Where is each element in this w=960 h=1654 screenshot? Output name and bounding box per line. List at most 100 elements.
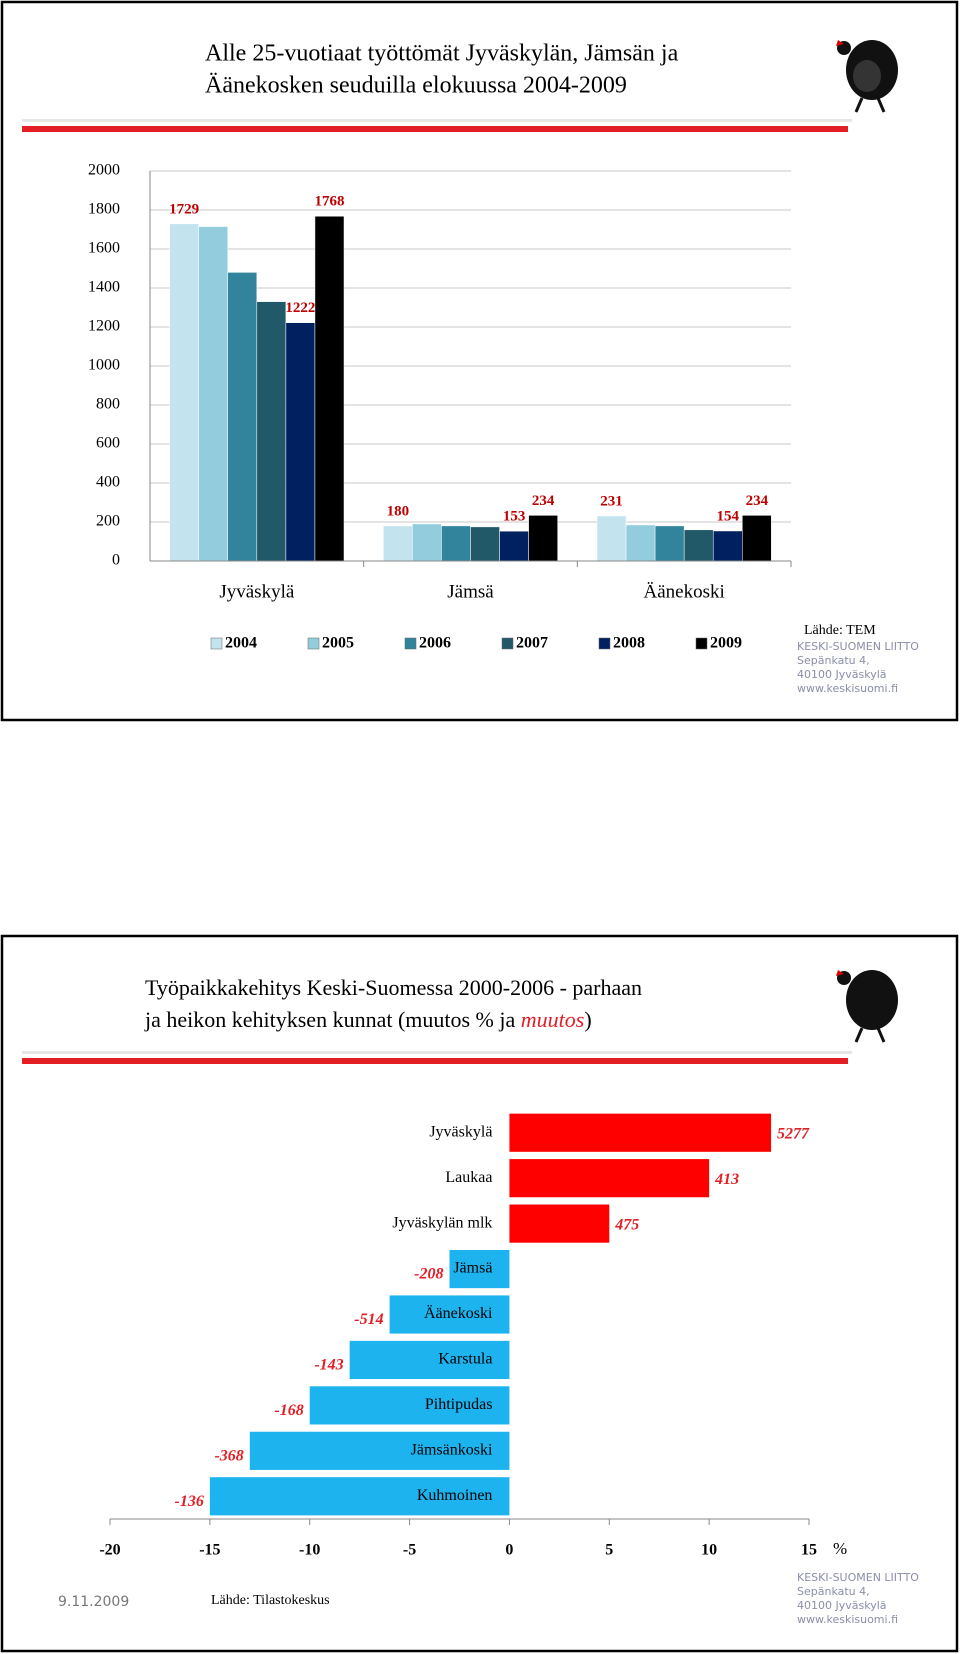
chart-title: Alle 25-vuotiaat työttömät Jyväskylän, J…: [205, 41, 679, 67]
x-tick-label: -15: [199, 1542, 220, 1559]
title-rule: [22, 119, 852, 122]
x-tick-label: Jyväskylä: [219, 581, 295, 602]
x-tick-label: 5: [605, 1542, 613, 1559]
data-label: 234: [746, 493, 769, 509]
address: Sepänkatu 4,: [797, 1585, 870, 1598]
bar: [625, 524, 656, 562]
data-label: 1729: [169, 201, 199, 217]
address: 40100 Jyväskylä: [797, 668, 887, 681]
bar: [470, 526, 500, 562]
x-tick-label: -10: [299, 1542, 320, 1559]
bar: [412, 523, 442, 562]
x-tick-label: 10: [701, 1542, 717, 1559]
bar: [509, 1204, 610, 1243]
data-label: 180: [387, 503, 410, 519]
bar: [169, 223, 199, 562]
x-tick-label: Jämsä: [447, 581, 494, 602]
bar: [528, 515, 558, 562]
category-label: Jämsänkoski: [411, 1442, 493, 1459]
y-tick-label: 2000: [88, 162, 120, 179]
legend-swatch: [307, 637, 320, 650]
x-axis-label: %: [833, 1539, 847, 1558]
chart-title: ja heikon kehityksen kunnat (muutos % ja: [144, 1007, 521, 1032]
y-tick-label: 1400: [88, 279, 120, 296]
bar: [314, 215, 345, 562]
category-label: Jyväskylän mlk: [392, 1214, 492, 1231]
data-label: -368: [214, 1448, 243, 1465]
data-label: -136: [175, 1493, 204, 1510]
address: www.keskisuomi.fi: [797, 682, 898, 695]
logo: [836, 40, 898, 113]
bar: [256, 301, 287, 562]
chart-title: Äänekosken seuduilla elokuussa 2004-2009: [205, 73, 627, 99]
y-tick-label: 800: [96, 396, 120, 413]
slide-frame: [0, 934, 959, 1653]
data-label: 153: [503, 509, 526, 525]
y-tick-label: 200: [96, 513, 120, 530]
address: KESKI-SUOMEN LIITTO: [797, 640, 919, 653]
x-tick-label: -20: [99, 1542, 120, 1559]
title-rule: [22, 1051, 852, 1054]
category-label: Pihtipudas: [425, 1396, 493, 1413]
bar: [249, 1431, 510, 1470]
date: 9.11.2009: [58, 1594, 129, 1610]
category-label: Kuhmoinen: [417, 1487, 493, 1504]
y-tick-label: 400: [96, 474, 120, 491]
x-tick-label: -5: [403, 1542, 416, 1559]
y-tick-label: 1000: [88, 357, 120, 374]
legend-swatch: [210, 637, 223, 650]
address: KESKI-SUOMEN LIITTO: [797, 1571, 919, 1584]
legend-label: 2007: [516, 635, 548, 652]
y-tick-label: 1800: [88, 201, 120, 218]
legend-swatch: [404, 637, 417, 650]
bar: [198, 226, 229, 562]
category-label: Äänekoski: [424, 1304, 493, 1322]
data-label: -514: [354, 1311, 383, 1328]
data-label: 1768: [314, 194, 344, 210]
title-rule: [22, 126, 848, 132]
data-label: 5277: [777, 1125, 810, 1142]
bar: [509, 1159, 710, 1198]
chart-title: Työpaikkakehitys Keski-Suomessa 2000-200…: [145, 975, 642, 1000]
bar: [596, 515, 627, 562]
bar: [683, 529, 714, 562]
bar: [227, 272, 258, 562]
bar: [654, 525, 685, 562]
source: Lähde: TEM: [804, 623, 876, 638]
bar: [499, 530, 529, 562]
slide-frame: [0, 0, 959, 722]
data-label: 154: [717, 508, 740, 524]
x-tick-label: Äänekoski: [644, 581, 725, 602]
legend-swatch: [695, 637, 708, 650]
bar: [309, 1386, 510, 1425]
legend-swatch: [501, 637, 514, 650]
bar: [349, 1340, 510, 1380]
data-label: 413: [714, 1171, 739, 1188]
data-label: 475: [614, 1216, 639, 1233]
address: www.keskisuomi.fi: [797, 1613, 898, 1626]
category-label: Jyväskylä: [429, 1123, 492, 1140]
x-tick-label: 0: [505, 1542, 513, 1559]
category-label: Karstula: [438, 1351, 492, 1368]
bar: [509, 1113, 772, 1152]
y-tick-label: 600: [96, 435, 120, 452]
data-label: -143: [314, 1357, 343, 1374]
source: Lähde: Tilastokeskus: [211, 1593, 330, 1608]
data-label: -168: [274, 1402, 303, 1419]
chart-title: ja heikon kehityksen kunnat (muutos % ja…: [144, 1007, 592, 1032]
legend-label: 2008: [613, 635, 645, 652]
title-rule: [22, 1058, 848, 1064]
bar: [449, 1249, 510, 1289]
category-label: Laukaa: [445, 1169, 492, 1186]
x-tick-label: 15: [801, 1542, 817, 1559]
bar: [389, 1295, 510, 1334]
chart-title-emphasis: muutos: [521, 1007, 585, 1032]
y-tick-label: 1200: [88, 318, 120, 335]
legend-label: 2005: [322, 635, 354, 652]
bar: [285, 322, 316, 562]
legend-swatch: [598, 637, 611, 650]
logo: [836, 970, 898, 1043]
bar: [712, 530, 743, 562]
